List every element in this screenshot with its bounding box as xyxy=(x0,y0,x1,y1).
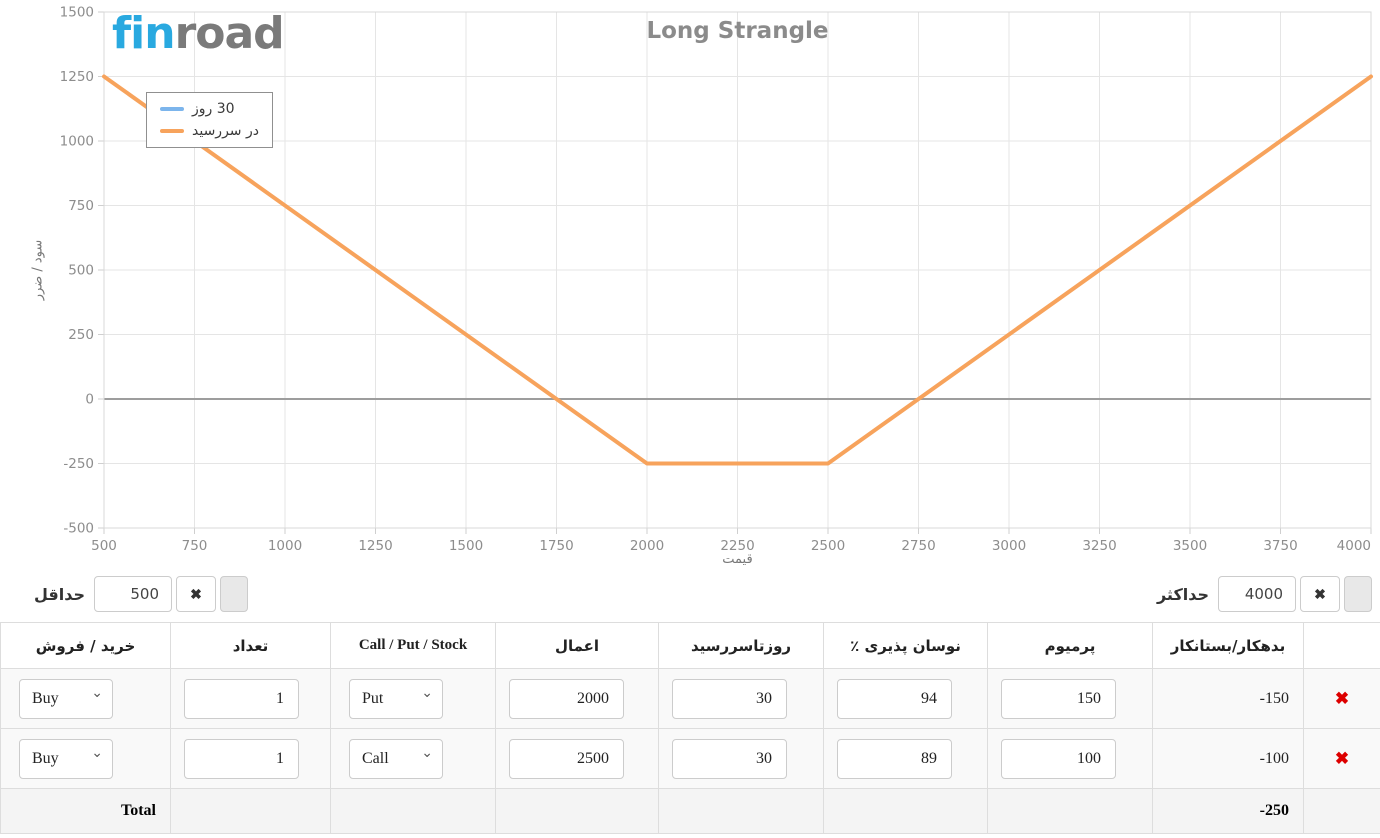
svg-text:3000: 3000 xyxy=(992,538,1026,552)
premium-input[interactable] xyxy=(1001,738,1116,779)
svg-text:1500: 1500 xyxy=(60,5,94,21)
max-label: حداکثر xyxy=(1156,584,1209,604)
days-input[interactable] xyxy=(672,738,787,779)
header-strike: اعمال xyxy=(495,622,659,669)
x-axis-title: قیمت xyxy=(722,552,753,567)
net-debit-credit-value: -150 xyxy=(1152,668,1304,729)
table-row: Buy Call -100 ✖ xyxy=(0,728,1380,789)
min-clear-button[interactable]: ✖ xyxy=(176,576,217,612)
max-input[interactable] xyxy=(1218,576,1296,612)
legend-dash-orange xyxy=(160,129,184,133)
header-debit-credit: بدهکار/بستانکار xyxy=(1152,622,1304,669)
svg-text:1000: 1000 xyxy=(268,538,302,552)
header-buy-sell: خرید / فروش xyxy=(0,622,171,669)
header-volatility-pct: ٪ نوسان پذیری xyxy=(823,622,988,669)
table-header-row: خرید / فروش تعداد Call / Put / Stock اعم… xyxy=(0,622,1380,669)
y-axis-title: سود / ضرر xyxy=(30,239,46,301)
total-row: Total -250 xyxy=(0,788,1380,834)
type-select[interactable]: Call xyxy=(349,738,443,779)
volatility-input[interactable] xyxy=(837,738,952,779)
svg-text:2500: 2500 xyxy=(811,538,845,552)
min-control: حداقل ✖ xyxy=(34,576,249,612)
header-premium: پرمیوم xyxy=(987,622,1153,669)
svg-text:2000: 2000 xyxy=(630,538,664,552)
svg-text:1250: 1250 xyxy=(60,69,94,85)
chart-plot-area: -500 -250 0 250 500 750 1000 1250 1500 500 750 1000… xyxy=(60,5,1373,552)
svg-text:1250: 1250 xyxy=(358,538,392,552)
header-days-to-expiry: روزتاسررسید xyxy=(658,622,824,669)
side-select-wrap: Buy xyxy=(19,678,113,719)
svg-text:1750: 1750 xyxy=(539,538,573,552)
payoff-chart: -500 -250 0 250 500 750 1000 1250 1500 500 750 1000… xyxy=(30,5,1373,567)
quantity-input[interactable] xyxy=(184,678,299,719)
header-call-put-stock: Call / Put / Stock xyxy=(330,622,496,669)
logo-fin: fin xyxy=(112,8,176,59)
header-quantity: تعداد xyxy=(170,622,331,669)
svg-text:3750: 3750 xyxy=(1263,538,1297,552)
svg-text:3500: 3500 xyxy=(1173,538,1207,552)
side-select[interactable]: Buy xyxy=(19,678,113,719)
net-debit-credit-value: -100 xyxy=(1152,728,1304,789)
svg-text:-500: -500 xyxy=(63,521,94,537)
min-label: حداقل xyxy=(34,584,86,604)
premium-input[interactable] xyxy=(1001,678,1116,719)
header-actions xyxy=(1303,622,1380,669)
legend-dash-blue xyxy=(160,107,184,111)
svg-text:250: 250 xyxy=(68,327,94,343)
side-select-wrap: Buy xyxy=(19,738,113,779)
quantity-input[interactable] xyxy=(184,738,299,779)
max-spinner-button[interactable] xyxy=(1344,576,1372,612)
legend-label: 30 روز xyxy=(192,101,235,117)
svg-text:-250: -250 xyxy=(63,456,94,472)
svg-text:500: 500 xyxy=(68,263,94,279)
legend-item-at-expiry[interactable]: در سررسید xyxy=(160,123,259,139)
total-label: Total xyxy=(0,788,171,834)
svg-text:500: 500 xyxy=(91,538,117,552)
chart-title: Long Strangle xyxy=(646,18,829,44)
logo-road: road xyxy=(174,8,285,59)
svg-text:1500: 1500 xyxy=(449,538,483,552)
chart-legend: 30 روز در سررسید xyxy=(146,92,273,148)
strike-input[interactable] xyxy=(509,738,624,779)
svg-text:2750: 2750 xyxy=(901,538,935,552)
total-net-value: -250 xyxy=(1152,788,1304,834)
legend-label: در سررسید xyxy=(192,123,259,139)
table-row: Buy Put -150 ✖ xyxy=(0,668,1380,729)
option-legs-table: خرید / فروش تعداد Call / Put / Stock اعم… xyxy=(0,622,1380,834)
min-input[interactable] xyxy=(94,576,173,612)
type-select[interactable]: Put xyxy=(349,678,443,719)
max-clear-button[interactable]: ✖ xyxy=(1300,576,1340,612)
svg-text:3250: 3250 xyxy=(1082,538,1116,552)
delete-row-button[interactable]: ✖ xyxy=(1305,748,1379,770)
days-input[interactable] xyxy=(672,678,787,719)
side-select[interactable]: Buy xyxy=(19,738,113,779)
svg-text:2250: 2250 xyxy=(720,538,754,552)
svg-text:1000: 1000 xyxy=(60,134,94,150)
finroad-logo: finroad xyxy=(112,12,285,56)
min-spinner-button[interactable] xyxy=(220,576,249,612)
volatility-input[interactable] xyxy=(837,678,952,719)
svg-text:0: 0 xyxy=(85,392,94,408)
svg-text:750: 750 xyxy=(68,198,94,214)
svg-text:4000: 4000 xyxy=(1337,538,1371,552)
max-control: حداکثر ✖ xyxy=(1157,576,1372,612)
delete-row-button[interactable]: ✖ xyxy=(1305,688,1379,710)
type-select-wrap: Call xyxy=(349,738,443,779)
strike-input[interactable] xyxy=(509,678,624,719)
type-select-wrap: Put xyxy=(349,678,443,719)
svg-text:750: 750 xyxy=(182,538,208,552)
range-controls: حداقل ✖ حداکثر ✖ xyxy=(0,572,1380,616)
legend-item-30-days[interactable]: 30 روز xyxy=(160,101,259,117)
